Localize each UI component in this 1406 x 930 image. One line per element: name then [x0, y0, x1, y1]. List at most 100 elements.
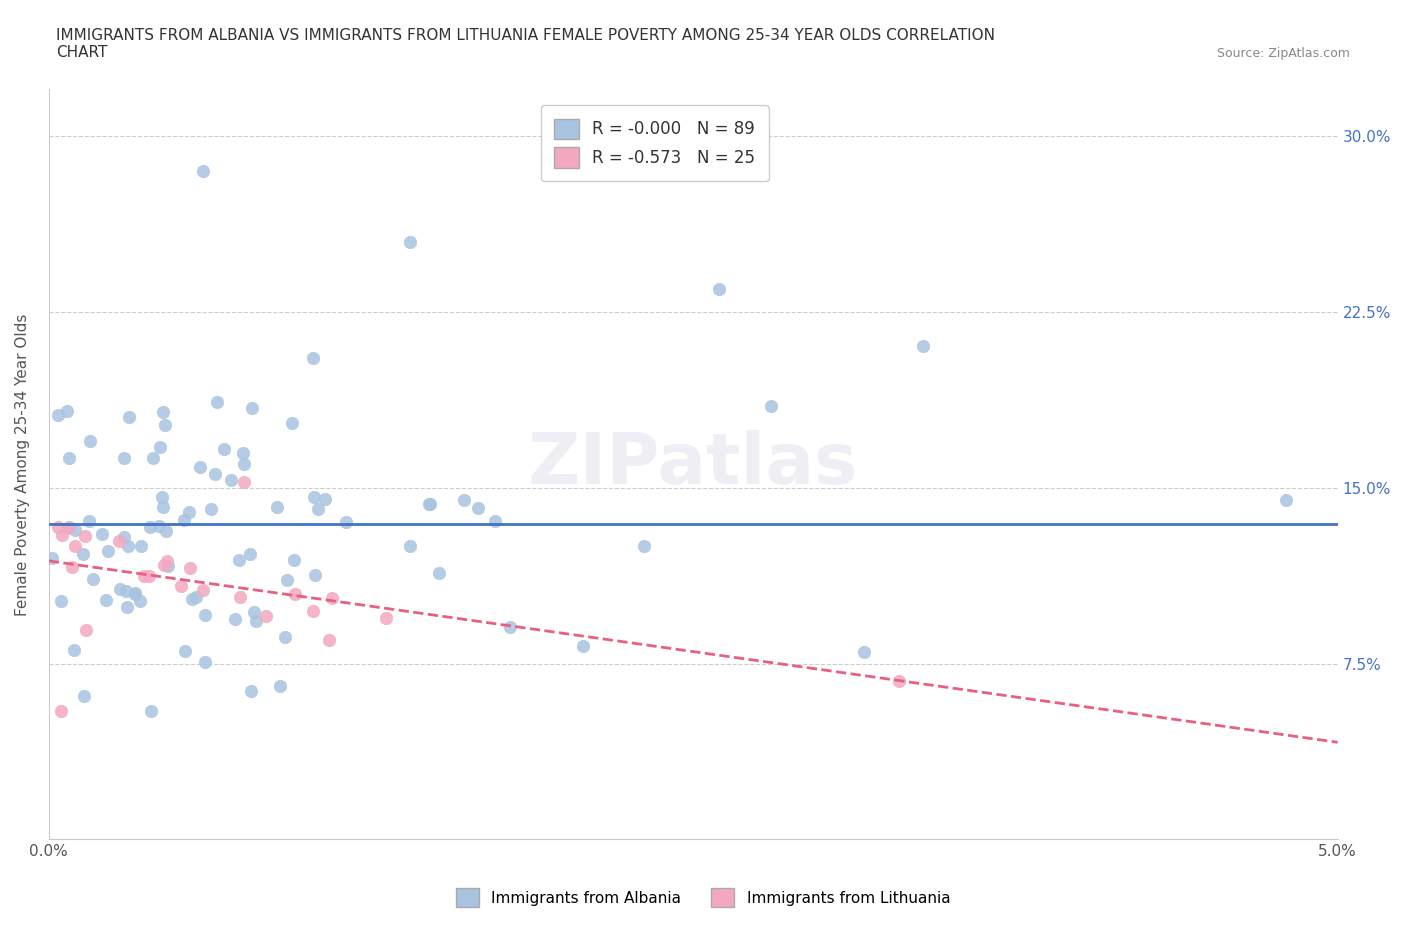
Point: [58, 521, 80, 536]
Point: [191, 582, 214, 597]
Point: [240, 401, 263, 416]
Point: [184, 590, 207, 604]
Point: [142, 450, 165, 465]
Text: Source: ZipAtlas.com: Source: ZipAtlas.com: [1216, 46, 1350, 60]
Point: [499, 619, 522, 634]
Point: [156, 559, 179, 574]
Point: [46, 407, 69, 422]
Point: [155, 524, 177, 538]
Point: [304, 567, 326, 582]
Point: [302, 490, 325, 505]
Point: [273, 630, 295, 644]
Point: [302, 604, 325, 618]
Point: [633, 538, 655, 553]
Point: [374, 610, 396, 625]
Point: [852, 644, 875, 659]
Text: IMMIGRANTS FROM ALBANIA VS IMMIGRANTS FROM LITHUANIA FEMALE POVERTY AMONG 25-34 : IMMIGRANTS FROM ALBANIA VS IMMIGRANTS FR…: [56, 28, 995, 60]
Legend: Immigrants from Albania, Immigrants from Lithuania: Immigrants from Albania, Immigrants from…: [450, 883, 956, 913]
Point: [418, 497, 440, 512]
Point: [307, 502, 329, 517]
Point: [112, 450, 135, 465]
Point: [134, 568, 156, 583]
Point: [280, 416, 302, 431]
Point: [212, 442, 235, 457]
Point: [152, 499, 174, 514]
Point: [51, 527, 73, 542]
Point: [177, 504, 200, 519]
Point: [245, 613, 267, 628]
Point: [73, 528, 96, 543]
Point: [302, 351, 325, 365]
Point: [129, 593, 152, 608]
Point: [1275, 492, 1298, 507]
Point: [97, 544, 120, 559]
Point: [707, 281, 730, 296]
Point: [131, 538, 153, 553]
Point: [232, 445, 254, 460]
Point: [141, 703, 163, 718]
Point: [276, 573, 298, 588]
Y-axis label: Female Poverty Among 25-34 Year Olds: Female Poverty Among 25-34 Year Olds: [15, 313, 30, 616]
Point: [219, 472, 242, 487]
Legend: R = -0.000   N = 89, R = -0.573   N = 25: R = -0.000 N = 89, R = -0.573 N = 25: [540, 105, 769, 181]
Point: [153, 418, 176, 432]
Point: [63, 539, 86, 554]
Point: [228, 552, 250, 567]
Point: [170, 578, 193, 593]
Point: [194, 655, 217, 670]
Point: [63, 643, 86, 658]
Point: [156, 554, 179, 569]
Point: [118, 410, 141, 425]
Point: [124, 587, 146, 602]
Point: [152, 405, 174, 419]
Point: [254, 609, 277, 624]
Point: [149, 440, 172, 455]
Point: [239, 684, 262, 698]
Point: [51, 593, 73, 608]
Point: [318, 632, 340, 647]
Point: [889, 674, 911, 689]
Point: [239, 547, 262, 562]
Point: [335, 514, 357, 529]
Point: [321, 591, 343, 605]
Point: [51, 704, 73, 719]
Point: [233, 474, 256, 489]
Point: [911, 339, 934, 353]
Point: [398, 538, 420, 553]
Point: [427, 565, 450, 580]
Point: [58, 520, 80, 535]
Point: [484, 514, 506, 529]
Point: [314, 491, 336, 506]
Point: [467, 501, 489, 516]
Point: [153, 557, 176, 572]
Point: [173, 644, 195, 658]
Point: [148, 519, 170, 534]
Point: [72, 547, 94, 562]
Point: [193, 164, 215, 179]
Point: [124, 586, 146, 601]
Point: [82, 571, 104, 586]
Point: [139, 520, 162, 535]
Point: [759, 398, 782, 413]
Point: [117, 538, 139, 553]
Point: [200, 501, 222, 516]
Point: [150, 489, 173, 504]
Point: [115, 583, 138, 598]
Point: [204, 467, 226, 482]
Point: [205, 394, 228, 409]
Point: [229, 590, 252, 604]
Text: ZIPatlas: ZIPatlas: [529, 430, 858, 498]
Point: [194, 607, 217, 622]
Point: [224, 612, 246, 627]
Point: [58, 451, 80, 466]
Point: [96, 593, 118, 608]
Point: [266, 499, 288, 514]
Point: [79, 433, 101, 448]
Point: [91, 526, 114, 541]
Point: [243, 604, 266, 619]
Point: [453, 493, 475, 508]
Point: [181, 591, 204, 606]
Point: [55, 404, 77, 418]
Point: [572, 638, 595, 653]
Point: [41, 551, 63, 565]
